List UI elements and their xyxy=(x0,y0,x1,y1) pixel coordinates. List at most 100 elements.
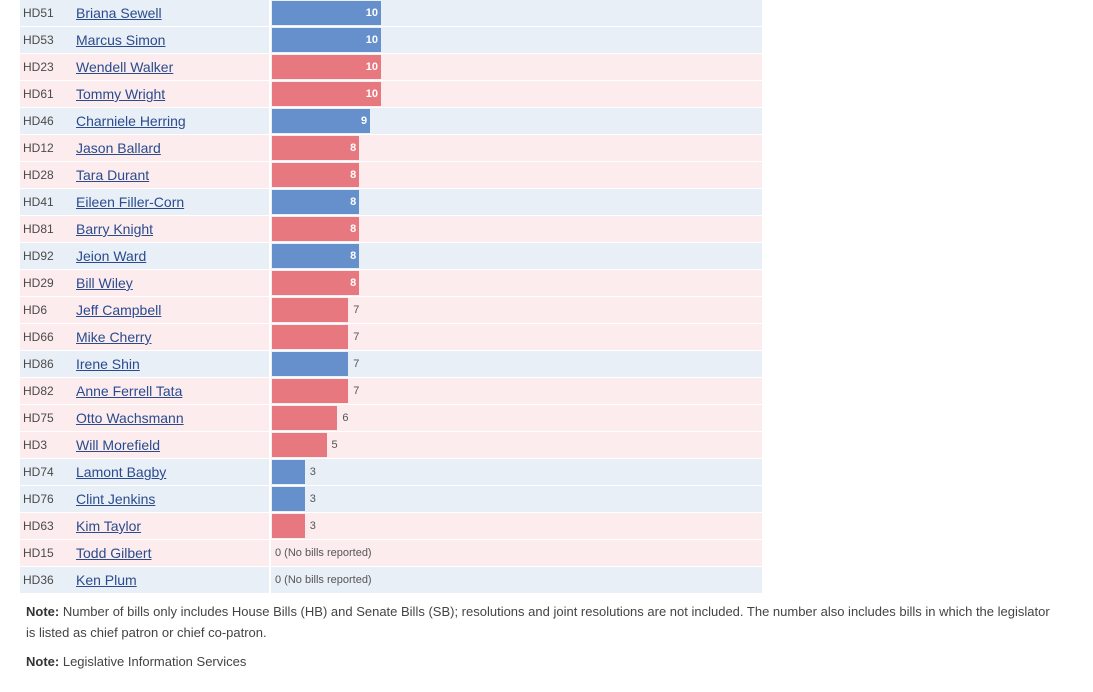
legislator-link[interactable]: Clint Jenkins xyxy=(76,491,156,507)
district-label: HD6 xyxy=(23,303,48,317)
district-label: HD75 xyxy=(23,411,54,425)
table-row: HD53 Marcus Simon 10 xyxy=(20,27,762,53)
table-row: HD86 Irene Shin 7 xyxy=(20,351,762,377)
row-divider xyxy=(269,270,271,296)
table-row: HD51 Briana Sewell 10 xyxy=(20,0,762,26)
row-divider xyxy=(269,324,271,350)
district-label: HD61 xyxy=(23,87,54,101)
legislator-link[interactable]: Tara Durant xyxy=(76,167,150,183)
legislator-link[interactable]: Jeff Campbell xyxy=(76,302,162,318)
row-divider xyxy=(269,54,271,80)
district-label: HD41 xyxy=(23,195,54,209)
table-row: HD12 Jason Ballard 8 xyxy=(20,135,762,161)
table-row: HD81 Barry Knight 8 xyxy=(20,216,762,242)
row-divider xyxy=(269,405,271,431)
district-label: HD86 xyxy=(23,357,54,371)
legislator-link[interactable]: Eileen Filler-Corn xyxy=(76,194,185,210)
source-paragraph: Note: Legislative Information Services xyxy=(26,651,1056,672)
bar xyxy=(272,217,360,241)
legislator-link[interactable]: Otto Wachsmann xyxy=(76,410,184,426)
table-row: HD3 Will Morefield 5 xyxy=(20,432,762,458)
district-label: HD92 xyxy=(23,249,54,263)
district-label: HD66 xyxy=(23,330,54,344)
district-label: HD82 xyxy=(23,384,54,398)
legislator-link[interactable]: Charniele Herring xyxy=(76,113,186,129)
legislator-link[interactable]: Lamont Bagby xyxy=(76,464,167,480)
district-label: HD12 xyxy=(23,141,54,155)
row-divider xyxy=(269,432,271,458)
table-row: HD61 Tommy Wright 10 xyxy=(20,81,762,107)
bar xyxy=(272,136,360,160)
bar xyxy=(272,271,360,295)
row-divider xyxy=(269,27,271,53)
legislator-link[interactable]: Jason Ballard xyxy=(76,140,161,156)
note-label: Note: xyxy=(26,604,60,619)
bar-value-label: 8 xyxy=(350,277,357,289)
district-label: HD76 xyxy=(23,492,54,506)
table-row: HD28 Tara Durant 8 xyxy=(20,162,762,188)
legislator-link[interactable]: Jeion Ward xyxy=(76,248,147,264)
bar xyxy=(272,406,338,430)
bar-value-label: 3 xyxy=(309,493,316,505)
bill-count-chart: HD51 Briana Sewell 10 HD53 Marcus Simon 10 HD2… xyxy=(20,0,762,594)
row-divider xyxy=(269,162,271,188)
bar xyxy=(272,460,305,484)
note-paragraph: Note: Number of bills only includes Hous… xyxy=(26,601,1056,643)
bar-value-label: 7 xyxy=(353,304,360,316)
table-row: HD63 Kim Taylor 3 xyxy=(20,513,762,539)
bar xyxy=(272,55,381,79)
source-label: Note: xyxy=(26,654,60,669)
bar xyxy=(272,163,360,187)
bar-value-label: 3 xyxy=(309,466,316,478)
district-label: HD74 xyxy=(23,465,54,479)
row-divider xyxy=(269,486,271,512)
bar-value-label: 5 xyxy=(331,439,338,451)
table-row: HD15 Todd Gilbert 0 (No bills reported) xyxy=(20,540,762,566)
district-label: HD23 xyxy=(23,60,54,74)
row-divider xyxy=(269,0,271,26)
legislator-link[interactable]: Briana Sewell xyxy=(76,5,162,21)
bar-value-label: 8 xyxy=(350,142,357,154)
district-label: HD46 xyxy=(23,114,54,128)
legislator-link[interactable]: Kim Taylor xyxy=(76,518,142,534)
table-row: HD92 Jeion Ward 8 xyxy=(20,243,762,269)
district-label: HD36 xyxy=(23,573,54,587)
district-label: HD81 xyxy=(23,222,54,236)
bar-value-label: 0 (No bills reported) xyxy=(275,547,372,559)
legislator-link[interactable]: Ken Plum xyxy=(76,572,137,588)
district-label: HD53 xyxy=(23,33,54,47)
row-divider xyxy=(269,540,271,566)
legislator-link[interactable]: Todd Gilbert xyxy=(76,545,152,561)
bar-value-label: 8 xyxy=(350,223,357,235)
legislator-link[interactable]: Mike Cherry xyxy=(76,329,152,345)
bar-value-label: 3 xyxy=(309,520,316,532)
table-row: HD75 Otto Wachsmann 6 xyxy=(20,405,762,431)
legislator-link[interactable]: Will Morefield xyxy=(76,437,161,453)
table-row: HD46 Charniele Herring 9 xyxy=(20,108,762,134)
notes: Note: Number of bills only includes Hous… xyxy=(26,601,1056,672)
district-label: HD15 xyxy=(23,546,54,560)
legislator-link[interactable]: Anne Ferrell Tata xyxy=(76,383,183,399)
legislator-link[interactable]: Barry Knight xyxy=(76,221,154,237)
row-divider xyxy=(269,459,271,485)
bar xyxy=(272,379,349,403)
table-row: HD41 Eileen Filler-Corn 8 xyxy=(20,189,762,215)
row-divider xyxy=(269,297,271,323)
row-divider xyxy=(269,243,271,269)
table-row: HD76 Clint Jenkins 3 xyxy=(20,486,762,512)
bar-value-label: 7 xyxy=(353,358,360,370)
legislator-link[interactable]: Marcus Simon xyxy=(76,32,166,48)
legislator-link[interactable]: Wendell Walker xyxy=(76,59,174,75)
legislator-link[interactable]: Irene Shin xyxy=(76,356,140,372)
row-divider xyxy=(269,513,271,539)
district-label: HD3 xyxy=(23,438,48,452)
row-divider xyxy=(269,216,271,242)
legislator-link[interactable]: Tommy Wright xyxy=(76,86,166,102)
legislator-link[interactable]: Bill Wiley xyxy=(76,275,133,291)
note-text: Number of bills only includes House Bill… xyxy=(26,604,1050,640)
bar-value-label: 0 (No bills reported) xyxy=(275,574,372,586)
bar-value-label: 9 xyxy=(360,115,368,127)
row-divider xyxy=(269,135,271,161)
bar xyxy=(272,109,371,133)
table-row: HD74 Lamont Bagby 3 xyxy=(20,459,762,485)
